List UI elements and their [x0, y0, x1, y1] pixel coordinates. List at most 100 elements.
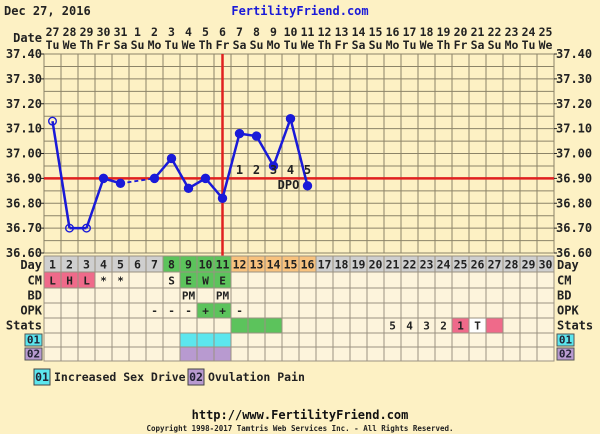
- day-cell-text: 18: [335, 258, 349, 272]
- stats-cell: [179, 317, 198, 334]
- s01-cell: [230, 332, 249, 348]
- bd-cell-text: PM: [216, 290, 230, 303]
- s02-cell: [502, 346, 521, 362]
- date-number: 1: [134, 25, 141, 39]
- y-tick-right: 36.70: [556, 221, 592, 235]
- opk-cell: [332, 302, 351, 319]
- date-number: 28: [63, 25, 77, 39]
- bd-cell: [400, 287, 419, 304]
- date-number: 7: [236, 25, 243, 39]
- bd-cell: [111, 287, 130, 304]
- legend-code: 01: [35, 370, 49, 384]
- weekday: Tu: [46, 38, 60, 52]
- footer-url[interactable]: http://www.FertilityFriend.com: [192, 408, 409, 422]
- y-tick-right: 37.20: [556, 97, 592, 111]
- bd-cell: [162, 287, 181, 304]
- temperature-grid: [43, 53, 555, 254]
- opk-cell: [315, 302, 334, 319]
- chart-table: 1 2 3 4 5 6 7 8 9 10 11 12 13 14 15 16 17 18 19 20 21 22 23 24 2…: [6, 255, 593, 362]
- stats-cell: [247, 317, 266, 334]
- stats-cell: [349, 317, 368, 334]
- s01-cell: [451, 332, 470, 348]
- temp-point-open: [81, 223, 91, 233]
- weekday: Su: [369, 38, 383, 52]
- day-cell-text: 16: [301, 258, 315, 272]
- dpo-label: 5: [304, 163, 311, 177]
- stats-cell: [519, 317, 538, 334]
- cm-cell-text: *: [100, 275, 107, 288]
- cm-cell: [128, 271, 147, 289]
- y-tick-left: 36.90: [6, 171, 42, 185]
- legend-label: Increased Sex Drive: [54, 370, 186, 384]
- footer-copyright: Copyright 1998-2017 Tamtris Web Services…: [146, 424, 453, 433]
- s01-cell: [179, 332, 198, 348]
- s01-cell: [434, 332, 453, 348]
- row-label-right: CM: [557, 274, 571, 288]
- opk-cell: [247, 302, 266, 319]
- opk-cell: [417, 302, 436, 319]
- temp-point: [115, 178, 126, 189]
- temp-line: [51, 120, 71, 229]
- stats-cell: [298, 317, 317, 334]
- s02-cell: [434, 346, 453, 362]
- temp-point: [268, 161, 279, 171]
- date-number: 3: [168, 25, 175, 39]
- stats-cell: [213, 317, 232, 334]
- opk-cell-text: +: [202, 305, 209, 318]
- day-cell-text: 23: [420, 258, 434, 272]
- y-tick-left: 37.10: [6, 122, 42, 136]
- date-number: 22: [488, 25, 502, 39]
- opk-cell: [281, 302, 300, 319]
- s02-cell: [519, 346, 538, 362]
- temp-point: [200, 173, 211, 184]
- day-cell-text: 7: [151, 258, 158, 272]
- s01-cell: [247, 332, 266, 348]
- cm-cell-text: L: [49, 275, 56, 288]
- cm-cell: [366, 271, 385, 289]
- s02-cell: [349, 346, 368, 362]
- s02-cell: [145, 346, 164, 362]
- day-label-left: Day: [20, 258, 42, 272]
- opk-cell: [536, 302, 555, 319]
- cm-cell: [434, 271, 453, 289]
- row-label-right: OPK: [557, 304, 579, 318]
- s01-cell: [468, 332, 487, 348]
- cm-cell-text: W: [202, 275, 209, 288]
- s01-cell: [349, 332, 368, 348]
- temp-point: [251, 131, 262, 141]
- legend-swatch-02: [187, 368, 205, 386]
- y-tick-left: 37.20: [6, 97, 42, 111]
- y-axis: 37.40 37.40 37.30 37.30 37.20 37.20 37.10 37.10…: [6, 47, 592, 260]
- stats-cell: [230, 317, 249, 334]
- weekday: Tu: [284, 38, 298, 52]
- s02-cell: [264, 346, 283, 362]
- bd-cell: [128, 287, 147, 304]
- cm-cell-text: *: [117, 275, 124, 288]
- s01-cell: [485, 332, 504, 348]
- site-title[interactable]: FertilityFriend.com: [231, 4, 368, 18]
- temp-line: [272, 118, 292, 167]
- day-cell-text: 15: [284, 258, 298, 272]
- dpo-text: DPO: [278, 178, 300, 192]
- bd-cell: [383, 287, 402, 304]
- opk-cell: [128, 302, 147, 319]
- stats-cell-text: 1: [457, 320, 464, 333]
- day-cell-text: 24: [437, 258, 451, 272]
- stats-cell: [60, 317, 79, 334]
- weekday: Tu: [165, 38, 179, 52]
- temp-point: [302, 181, 313, 191]
- s01-cell: [43, 332, 62, 348]
- date-number: 18: [420, 25, 434, 39]
- temperature-plot: 1 2 3 4 5 DPO: [44, 54, 554, 256]
- s02-cell: [247, 346, 266, 362]
- stats-cell: [77, 317, 96, 334]
- s01-cell: [145, 332, 164, 348]
- date-label: Date: [13, 31, 42, 45]
- day-cell-text: 28: [505, 258, 519, 272]
- cm-cell: [502, 271, 521, 289]
- date-number: 4: [185, 25, 192, 39]
- stats-cell-text: 3: [423, 320, 430, 333]
- y-tick-left: 37.40: [6, 47, 42, 61]
- date-number: 24: [522, 25, 536, 39]
- temp-line: [255, 135, 275, 167]
